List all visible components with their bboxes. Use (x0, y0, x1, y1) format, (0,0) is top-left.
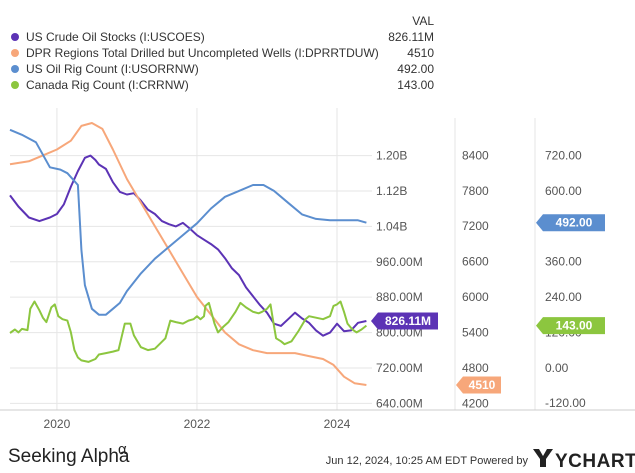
value-tags: 826.11M 4510 492.00 143.00 (371, 214, 605, 394)
y-tick-label-rig: 240.00 (545, 290, 582, 304)
y-tick-label-crude: 960.00M (376, 255, 423, 269)
value-tag-bg-duc (456, 376, 501, 394)
y-tick-label-duc: 6600 (462, 255, 489, 269)
value-tag-label-rig_us: 492.00 (556, 216, 593, 230)
legend-value-rig-ca: 143.00 (397, 78, 434, 92)
y-tick-label-duc: 4200 (462, 396, 489, 410)
series-line-crude (9, 154, 367, 337)
y-tick-label-rig: -120.00 (545, 396, 586, 410)
value-tag-label-crude: 826.11M (385, 314, 431, 328)
y-tick-label-crude: 1.04B (376, 219, 407, 233)
series-line-duc (9, 122, 367, 386)
series-line-rig_us (9, 128, 367, 316)
legend-item-crude[interactable]: US Crude Oil Stocks (I:USCOES) 826.11M (11, 30, 434, 44)
y-tick-label-crude: 720.00M (376, 361, 423, 375)
y-tick-label-rig: 600.00 (545, 184, 582, 198)
ycharts-logo[interactable]: YCHARTS (533, 449, 635, 472)
timestamp: Jun 12, 2024, 10:25 AM EDT Powered by (326, 455, 529, 467)
series-lines (9, 122, 368, 386)
x-tick-label: 2020 (44, 417, 71, 431)
value-tag-duc: 4510 (456, 376, 501, 394)
y-tick-label-rig: 0.00 (545, 361, 569, 375)
legend-item-rig-us[interactable]: US Oil Rig Count (I:USORRNW) 492.00 (11, 62, 434, 76)
y-tick-label-duc: 8400 (462, 148, 489, 162)
y-tick-label-duc: 7200 (462, 219, 489, 233)
y-tick-label-rig: 360.00 (545, 255, 582, 269)
y-tick-label-crude: 1.12B (376, 184, 407, 198)
ycharts-wordmark: YCHARTS (555, 451, 635, 472)
seeking-alpha-logo[interactable]: Seeking Alpha (8, 446, 130, 467)
legend-marker-rig-ca (11, 81, 19, 89)
legend-label-rig-ca: Canada Rig Count (I:CRRNW) (26, 78, 189, 92)
legend-value-rig-us: 492.00 (397, 62, 434, 76)
y-tick-label-crude: 640.00M (376, 396, 423, 410)
gridlines (0, 108, 635, 411)
value-tag-bg-rig_us (536, 214, 605, 232)
value-tag-bg-rig_ca (536, 317, 605, 335)
legend-item-duc[interactable]: DPR Regions Total Drilled but Uncomplete… (11, 46, 434, 60)
ycharts-y-icon (533, 449, 553, 467)
value-tag-rig_us: 492.00 (536, 214, 605, 232)
value-tag-crude: 826.11M (371, 312, 438, 330)
legend-label-rig-us: US Oil Rig Count (I:USORRNW) (26, 62, 199, 76)
y-tick-label-crude: 880.00M (376, 290, 423, 304)
y-tick-label-rig: 720.00 (545, 148, 582, 162)
footer: Seeking Alpha α Jun 12, 2024, 10:25 AM E… (8, 441, 635, 472)
value-tag-label-duc: 4510 (469, 378, 496, 392)
legend-header: VAL (412, 14, 434, 28)
legend: VAL US Crude Oil Stocks (I:USCOES) 826.1… (11, 14, 434, 92)
legend-label-duc: DPR Regions Total Drilled but Uncomplete… (26, 46, 379, 60)
series-line-rig_ca (9, 300, 368, 363)
value-tag-label-rig_ca: 143.00 (556, 319, 593, 333)
legend-value-duc: 4510 (407, 46, 434, 60)
legend-marker-crude (11, 33, 19, 41)
legend-label-crude: US Crude Oil Stocks (I:USCOES) (26, 30, 205, 44)
y-tick-label-duc: 7800 (462, 184, 489, 198)
y-tick-label-duc: 4800 (462, 361, 489, 375)
y-tick-label-crude: 1.20B (376, 149, 407, 163)
x-tick-label: 2024 (324, 417, 351, 431)
legend-marker-rig-us (11, 65, 19, 73)
x-tick-label: 2022 (184, 417, 211, 431)
legend-value-crude: 826.11M (388, 30, 434, 44)
value-tag-rig_ca: 143.00 (536, 317, 605, 335)
alpha-symbol: α (118, 441, 127, 458)
y-tick-label-duc: 5400 (462, 325, 489, 339)
y-tick-label-duc: 6000 (462, 290, 489, 304)
legend-marker-duc (11, 49, 19, 57)
value-tag-bg-crude (371, 312, 438, 330)
legend-item-rig-ca[interactable]: Canada Rig Count (I:CRRNW) 143.00 (11, 78, 434, 92)
